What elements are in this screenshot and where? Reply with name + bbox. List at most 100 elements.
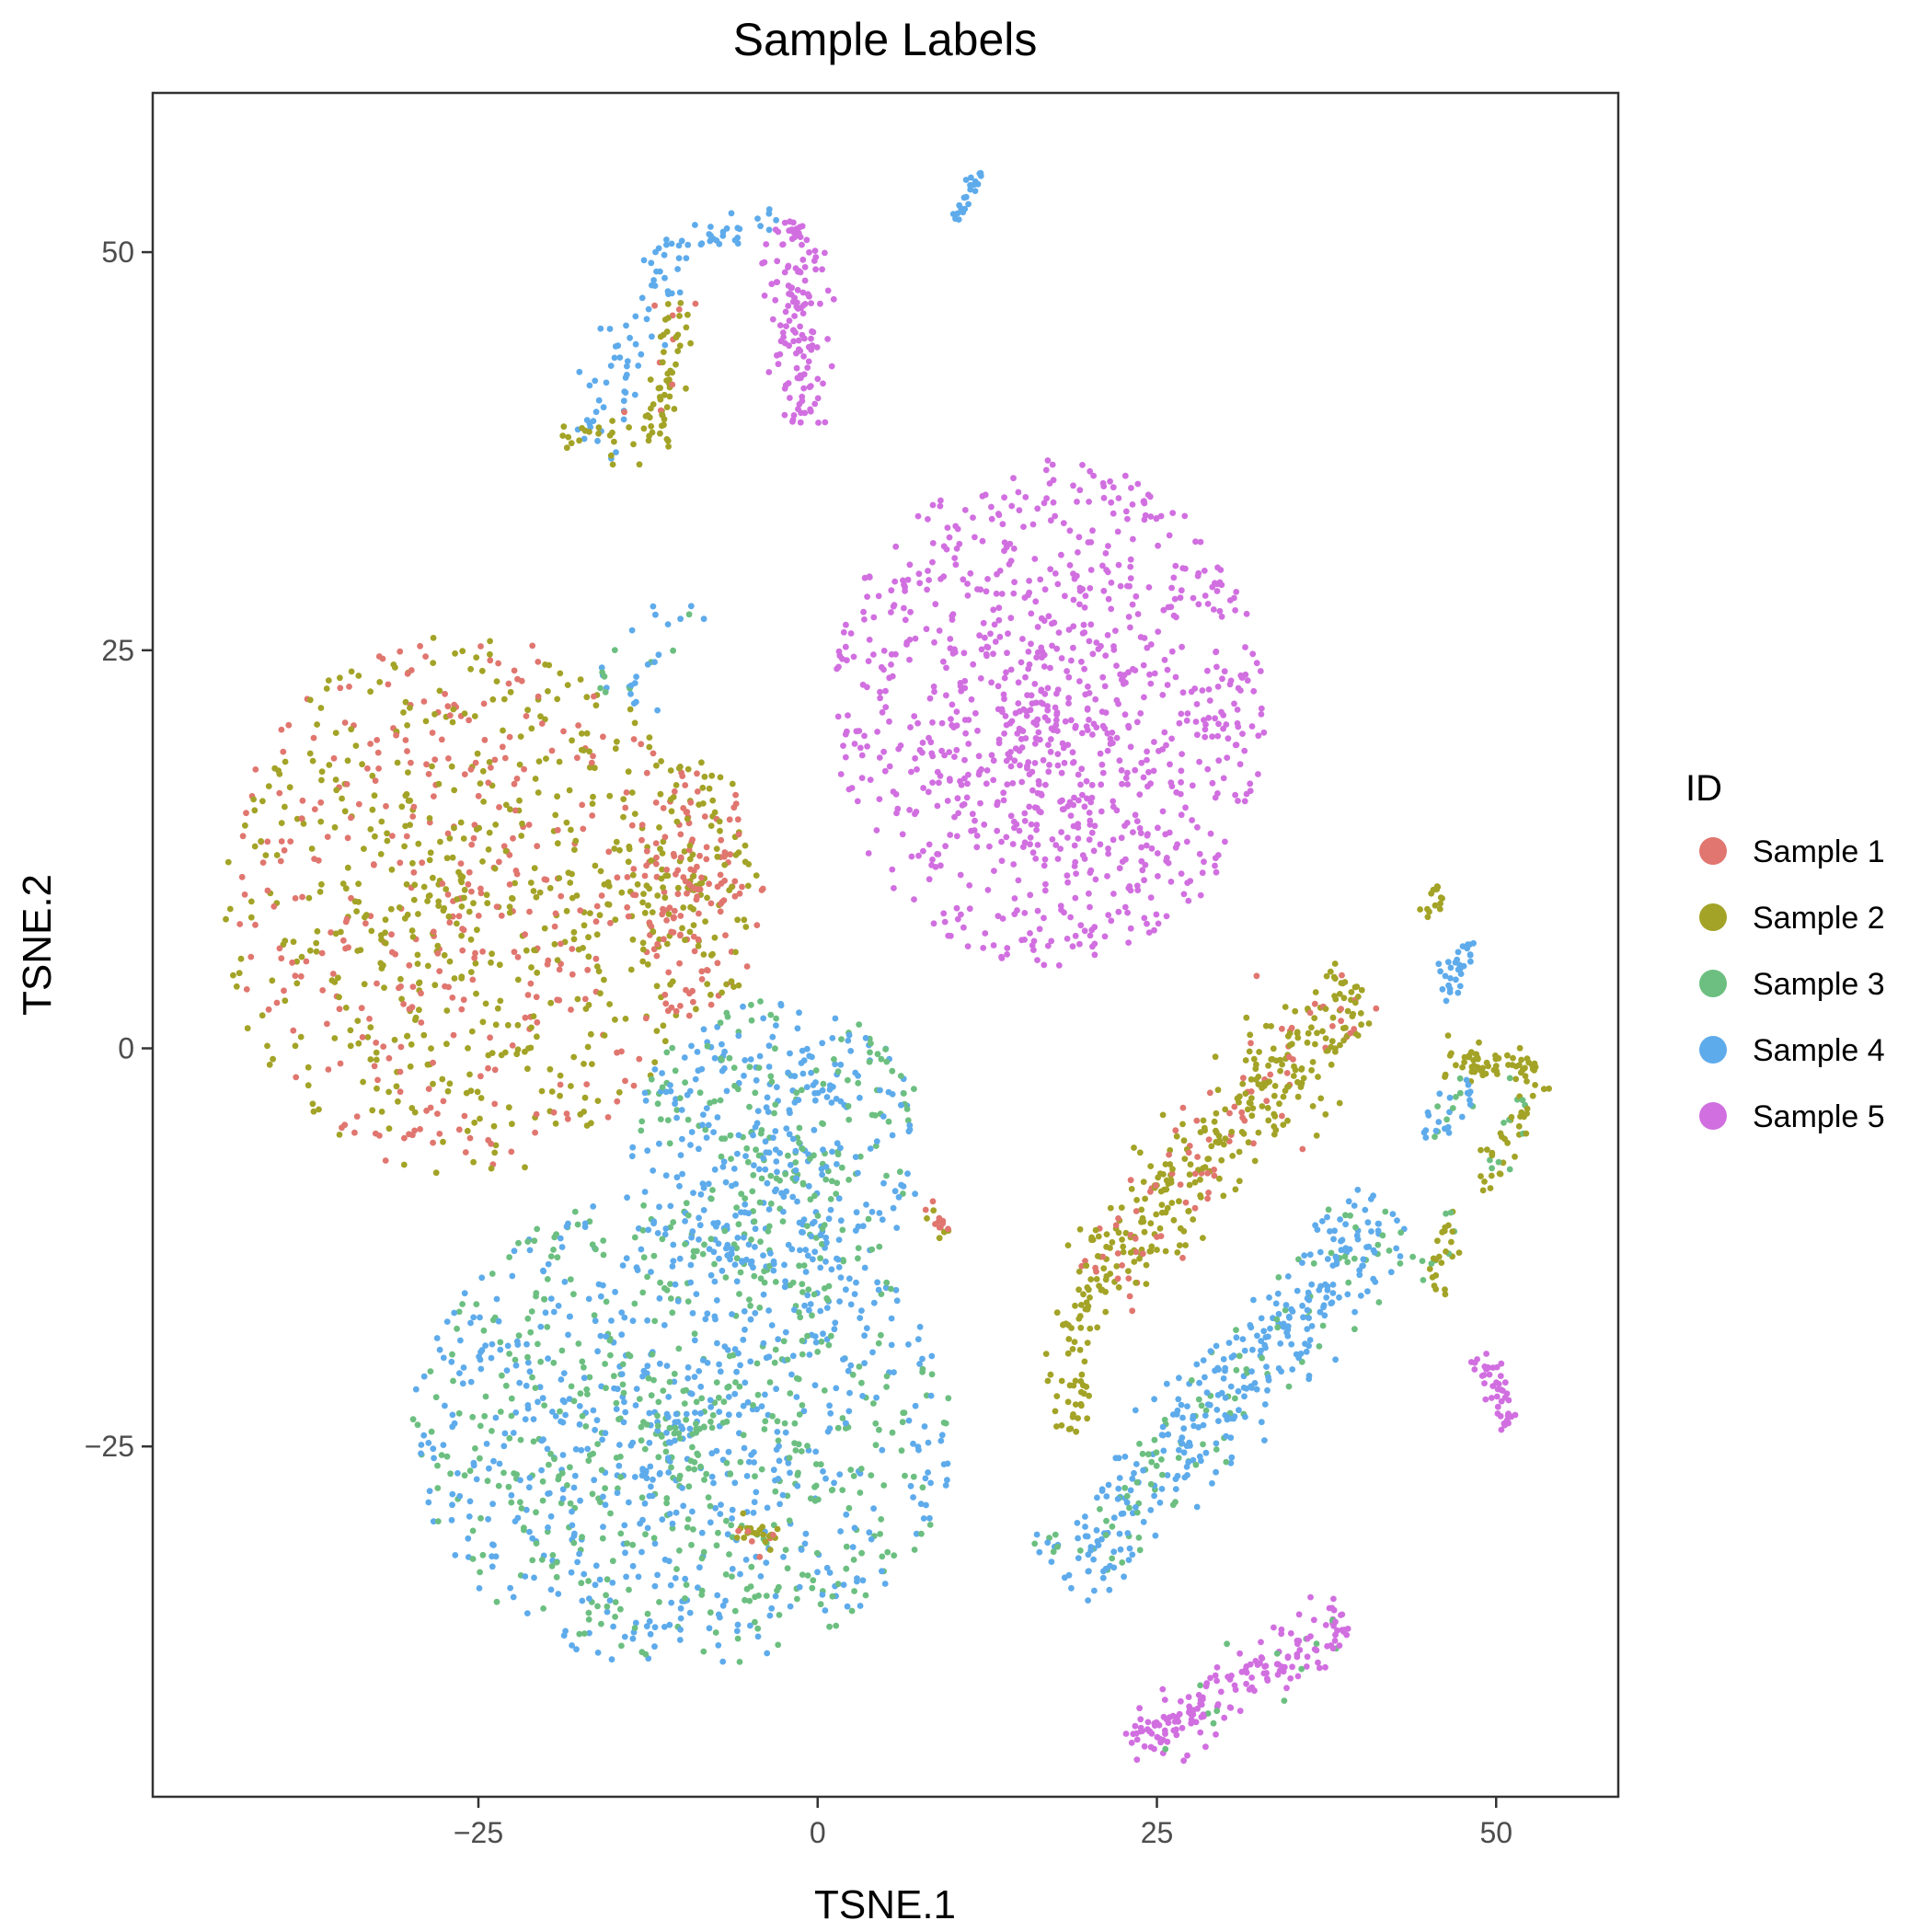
data-point-sample-2 bbox=[1102, 1288, 1109, 1295]
data-point-sample-5 bbox=[1004, 781, 1011, 788]
data-point-sample-3 bbox=[804, 1443, 811, 1449]
data-point-sample-4 bbox=[677, 1152, 684, 1158]
data-point-sample-5 bbox=[1001, 494, 1007, 501]
data-point-sample-1 bbox=[722, 932, 729, 938]
data-point-sample-1 bbox=[598, 892, 605, 899]
data-point-sample-2 bbox=[557, 1072, 564, 1079]
data-point-sample-4 bbox=[681, 1054, 688, 1061]
data-point-sample-4 bbox=[714, 1219, 721, 1226]
data-point-sample-4 bbox=[1086, 1568, 1092, 1575]
data-point-sample-2 bbox=[709, 797, 717, 804]
data-point-sample-3 bbox=[874, 1051, 881, 1058]
data-point-sample-2 bbox=[630, 441, 637, 448]
data-point-sample-4 bbox=[780, 1208, 787, 1215]
data-point-sample-5 bbox=[1178, 587, 1185, 594]
data-point-sample-2 bbox=[292, 1042, 299, 1050]
data-point-sample-2 bbox=[500, 727, 506, 734]
data-point-sample-2 bbox=[382, 939, 389, 947]
data-point-sample-4 bbox=[1224, 1416, 1231, 1423]
data-point-sample-5 bbox=[834, 713, 842, 720]
data-point-sample-2 bbox=[1064, 1242, 1072, 1248]
data-point-sample-5 bbox=[1140, 774, 1147, 781]
data-point-sample-5 bbox=[1044, 703, 1051, 709]
data-point-sample-1 bbox=[643, 769, 650, 776]
data-point-sample-5 bbox=[848, 785, 856, 791]
data-point-sample-3 bbox=[876, 1426, 882, 1433]
data-point-sample-4 bbox=[869, 1349, 876, 1356]
data-point-sample-4 bbox=[724, 1531, 731, 1538]
data-point-sample-4 bbox=[725, 1394, 732, 1400]
data-point-sample-2 bbox=[368, 927, 375, 935]
data-point-sample-3 bbox=[508, 1395, 515, 1402]
data-point-sample-4 bbox=[1184, 1472, 1190, 1478]
data-point-sample-3 bbox=[875, 1340, 882, 1347]
data-point-sample-4 bbox=[631, 1474, 638, 1480]
data-point-sample-2 bbox=[449, 854, 456, 861]
data-point-sample-4 bbox=[700, 615, 707, 623]
data-point-sample-3 bbox=[575, 1340, 582, 1347]
data-point-sample-4 bbox=[1190, 1415, 1196, 1422]
data-point-sample-4 bbox=[627, 1442, 635, 1449]
data-point-sample-2 bbox=[1133, 1197, 1140, 1203]
data-point-sample-4 bbox=[1331, 1227, 1338, 1235]
data-point-sample-3 bbox=[708, 1424, 716, 1432]
data-point-sample-4 bbox=[843, 1286, 849, 1294]
data-point-sample-4 bbox=[678, 237, 685, 245]
data-point-sample-4 bbox=[820, 1146, 826, 1154]
data-point-sample-5 bbox=[1116, 865, 1123, 872]
data-point-sample-4 bbox=[1207, 1348, 1214, 1354]
data-point-sample-3 bbox=[817, 1255, 823, 1262]
data-point-sample-5 bbox=[1081, 927, 1088, 935]
data-point-sample-3 bbox=[690, 1526, 696, 1533]
data-point-sample-3 bbox=[638, 1118, 646, 1125]
data-point-sample-5 bbox=[1255, 732, 1262, 740]
data-point-sample-1 bbox=[444, 830, 452, 837]
data-point-sample-4 bbox=[680, 1502, 687, 1510]
data-point-sample-4 bbox=[646, 1492, 653, 1500]
data-point-sample-5 bbox=[800, 353, 807, 360]
data-point-sample-4 bbox=[1103, 1493, 1110, 1500]
data-point-sample-3 bbox=[477, 1514, 484, 1522]
data-point-sample-5 bbox=[851, 741, 858, 747]
data-point-sample-5 bbox=[1107, 735, 1114, 742]
data-point-sample-5 bbox=[940, 658, 947, 665]
data-point-sample-4 bbox=[837, 1274, 845, 1281]
data-point-sample-2 bbox=[473, 990, 479, 997]
data-point-sample-5 bbox=[1193, 701, 1201, 707]
data-point-sample-5 bbox=[1018, 659, 1025, 666]
data-point-sample-2 bbox=[492, 1142, 500, 1149]
data-point-sample-4 bbox=[710, 1479, 717, 1487]
data-point-sample-5 bbox=[907, 724, 914, 730]
data-point-sample-4 bbox=[716, 1409, 723, 1415]
data-point-sample-1 bbox=[643, 847, 650, 855]
data-point-sample-4 bbox=[774, 1429, 781, 1435]
data-point-sample-5 bbox=[1239, 730, 1246, 737]
data-point-sample-2 bbox=[273, 852, 281, 858]
data-point-sample-5 bbox=[1180, 891, 1188, 898]
data-point-sample-4 bbox=[751, 1499, 758, 1506]
data-point-sample-4 bbox=[697, 1383, 705, 1390]
data-point-sample-2 bbox=[430, 635, 437, 641]
data-point-sample-4 bbox=[544, 1445, 551, 1453]
data-point-sample-4 bbox=[1258, 1315, 1265, 1322]
data-point-sample-2 bbox=[543, 755, 549, 762]
data-point-sample-1 bbox=[276, 945, 283, 952]
data-point-sample-2 bbox=[236, 970, 243, 977]
data-point-sample-4 bbox=[700, 1026, 707, 1033]
data-point-sample-4 bbox=[650, 1220, 657, 1227]
data-point-sample-3 bbox=[849, 1371, 857, 1378]
data-point-sample-3 bbox=[1175, 1455, 1182, 1461]
data-point-sample-5 bbox=[949, 650, 957, 657]
data-point-sample-5 bbox=[940, 910, 948, 917]
data-point-sample-5 bbox=[1058, 551, 1064, 558]
data-point-sample-5 bbox=[984, 644, 992, 651]
data-point-sample-3 bbox=[889, 1429, 896, 1436]
data-point-sample-4 bbox=[1300, 1314, 1306, 1321]
data-point-sample-5 bbox=[799, 241, 805, 248]
data-point-sample-1 bbox=[568, 1006, 574, 1013]
data-point-sample-2 bbox=[523, 947, 530, 954]
data-point-sample-2 bbox=[1064, 1350, 1072, 1357]
data-point-sample-2 bbox=[528, 1024, 535, 1031]
data-point-sample-2 bbox=[367, 826, 374, 833]
data-point-sample-5 bbox=[890, 788, 897, 795]
